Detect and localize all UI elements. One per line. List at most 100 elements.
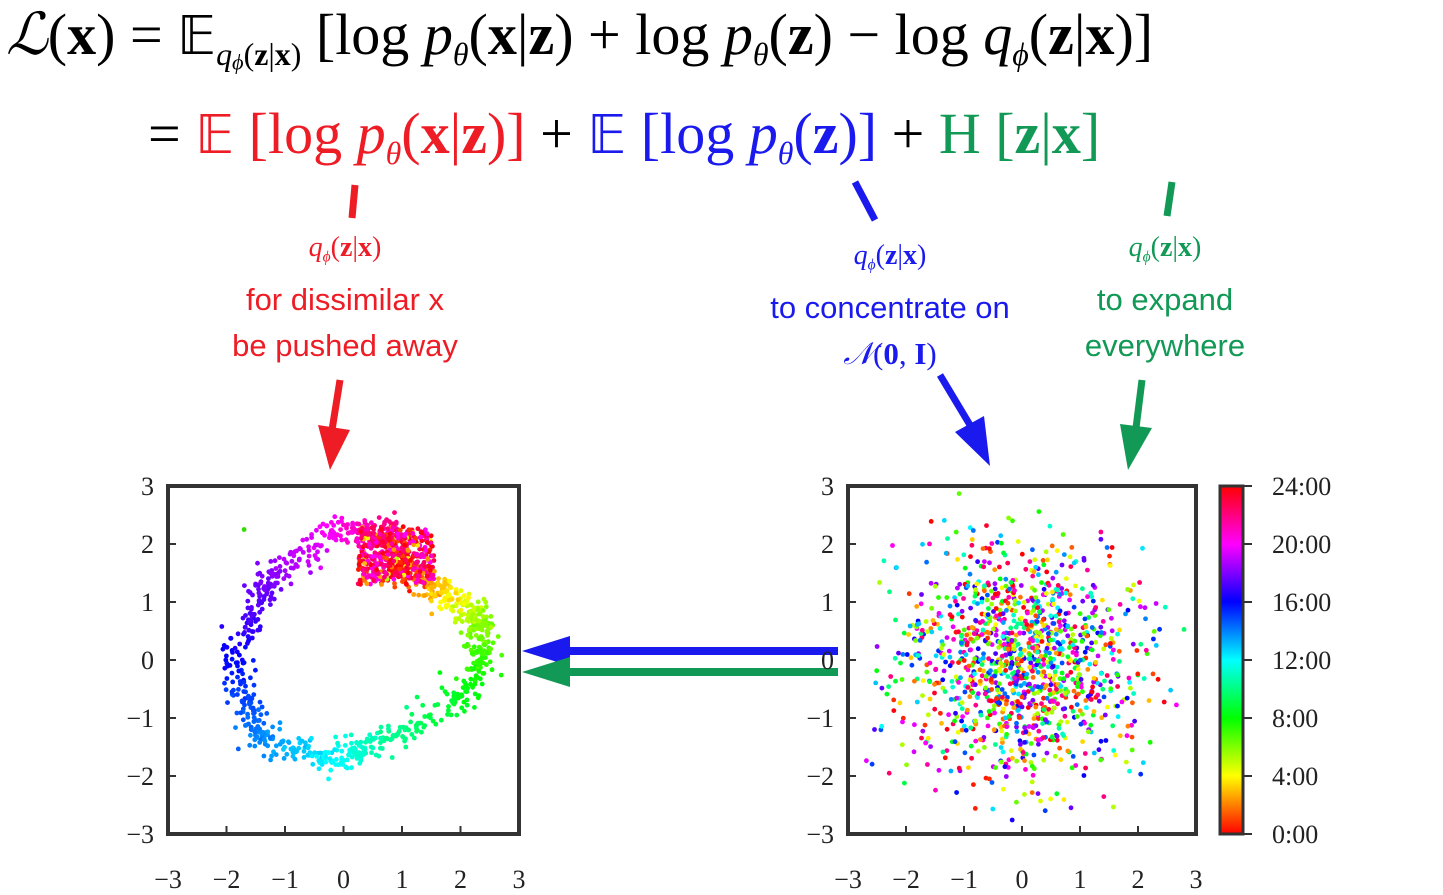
scatter-point	[1091, 679, 1096, 685]
scatter-point	[449, 596, 455, 602]
scatter-point	[925, 712, 931, 718]
scatter-point	[922, 722, 928, 728]
scatter-point	[1010, 671, 1015, 676]
scatter-point	[428, 533, 434, 539]
scatter-point	[350, 520, 355, 526]
scatter-point	[1018, 683, 1024, 689]
scatter-point	[380, 578, 386, 584]
scatter-point	[1001, 786, 1006, 792]
scatter-point	[1009, 660, 1015, 665]
scatter-point	[993, 622, 998, 628]
scatter-point	[1019, 658, 1024, 664]
scatter-point	[936, 610, 942, 616]
scatter-point	[1047, 650, 1052, 656]
scatter-point	[1018, 742, 1023, 747]
scatter-point	[1027, 664, 1033, 670]
scatter-point	[1082, 751, 1088, 756]
scatter-point	[923, 740, 928, 746]
scatter-point	[1030, 687, 1035, 692]
scatter-point	[961, 723, 967, 729]
scatter-point	[986, 709, 992, 714]
scatter-point	[487, 659, 493, 665]
scatter-point	[378, 729, 383, 735]
scatter-point	[991, 703, 997, 709]
scatter-point	[277, 726, 283, 732]
scatter-point	[1052, 669, 1058, 675]
scatter-point	[1035, 605, 1041, 610]
reconstruction-term: 𝔼 [log pθ(x|z)]	[195, 101, 526, 172]
scatter-point	[981, 668, 986, 674]
scatter-point	[380, 539, 386, 544]
scatter-point	[1043, 717, 1048, 722]
scatter-point	[374, 561, 380, 567]
scatter-point	[932, 681, 937, 687]
scatter-point	[1028, 760, 1034, 765]
scatter-point	[924, 559, 929, 565]
scatter-point	[968, 636, 974, 642]
scatter-point	[1018, 615, 1024, 621]
scatter-point	[911, 749, 917, 755]
scatter-point	[1044, 750, 1050, 756]
scatter-point	[420, 702, 426, 708]
scatter-point	[909, 662, 915, 668]
scatter-point	[306, 553, 312, 559]
scatter-point	[409, 732, 415, 737]
scatter-point	[1069, 765, 1075, 771]
scatter-point	[464, 697, 470, 703]
scatter-point	[453, 590, 459, 596]
scatter-point	[252, 743, 258, 749]
scatter-point	[1126, 675, 1132, 681]
scatter-point	[948, 768, 954, 774]
scatter-point	[927, 660, 933, 666]
scatter-point	[430, 718, 436, 724]
scatter-point	[385, 552, 391, 557]
scatter-point	[464, 702, 470, 708]
scatter-point	[1068, 658, 1073, 663]
scatter-point	[898, 660, 903, 666]
scatter-point	[1064, 719, 1070, 725]
scatter-point	[992, 710, 997, 716]
scatter-point	[243, 644, 248, 650]
scatter-point	[1011, 618, 1017, 624]
scatter-point	[1041, 617, 1046, 622]
scatter-point	[1130, 641, 1136, 647]
scatter-point	[268, 602, 273, 607]
scatter-point	[271, 596, 277, 602]
scatter-point	[1030, 697, 1036, 703]
scatter-point	[351, 525, 357, 531]
scatter-point	[1050, 664, 1056, 669]
scatter-point	[407, 588, 412, 594]
scatter-point	[1040, 735, 1046, 741]
scatter-point	[427, 568, 433, 573]
scatter-point	[993, 669, 998, 674]
scatter-point	[927, 679, 933, 685]
scatter-point	[240, 671, 246, 677]
scatter-point	[414, 727, 420, 733]
scatter-point	[454, 712, 460, 718]
scatter-point	[460, 685, 466, 690]
scatter-point	[249, 695, 254, 701]
scatter-point	[384, 555, 389, 561]
scatter-point	[962, 689, 968, 695]
x-tick-label: −2	[892, 865, 920, 894]
scatter-point	[228, 635, 234, 641]
scatter-point	[1071, 604, 1077, 610]
scatter-point	[281, 747, 286, 752]
scatter-point	[1101, 794, 1107, 799]
scatter-point	[381, 533, 387, 539]
scatter-point	[1124, 733, 1130, 739]
scatter-point	[900, 719, 905, 725]
scatter-point	[982, 559, 987, 564]
scatter-point	[335, 740, 340, 746]
scatter-point	[879, 723, 885, 729]
scatter-point	[1050, 575, 1056, 581]
scatter-point	[901, 630, 907, 636]
scatter-point	[1005, 600, 1011, 606]
scatter-point	[879, 685, 885, 691]
scatter-point	[354, 756, 360, 761]
scatter-point	[962, 565, 968, 571]
scatter-point	[929, 629, 935, 635]
scatter-point	[967, 694, 973, 700]
scatter-point	[1008, 625, 1014, 631]
scatter-point	[961, 552, 967, 558]
